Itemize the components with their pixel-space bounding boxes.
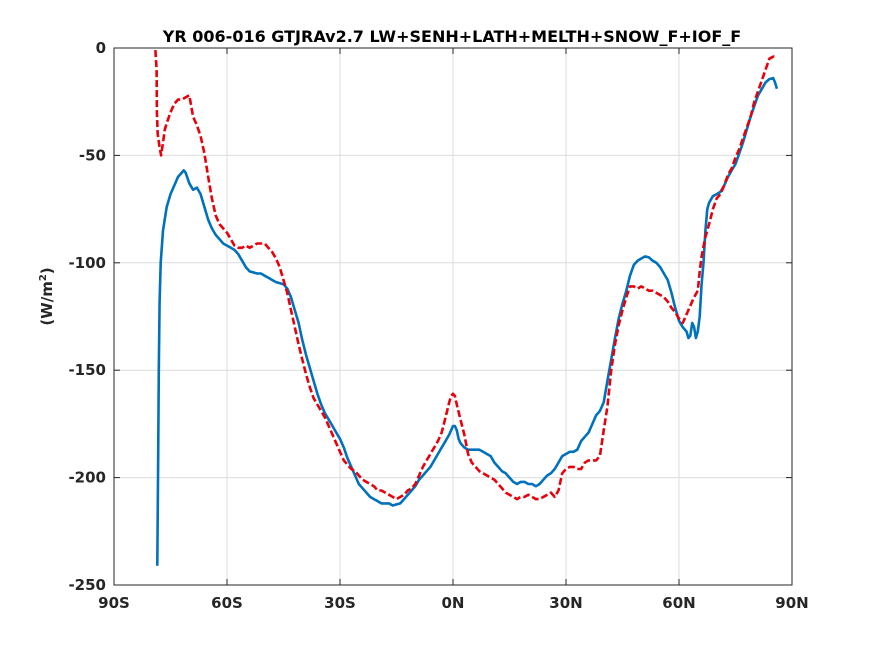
- x-tick-label: 90S: [98, 594, 130, 612]
- series-solid-line: [156, 76, 779, 566]
- y-tick-label: -150: [68, 361, 106, 379]
- y-axis-label-superscript: 2: [38, 274, 49, 281]
- x-tick-label: 60N: [662, 594, 695, 612]
- series-dashed-line: [154, 50, 777, 501]
- y-axis-label: (W/m2): [38, 267, 56, 325]
- x-tick-label: 90N: [775, 594, 808, 612]
- y-tick-labels: 0 -50 -100 -150 -200 -250: [68, 39, 106, 594]
- y-tick-label: -250: [68, 576, 106, 594]
- chart-title: YR 006-016 GTJRAv2.7 LW+SENH+LATH+MELTH+…: [162, 27, 741, 46]
- y-axis-label-main: (W/m: [38, 281, 56, 326]
- y-tick-label: -100: [68, 254, 106, 272]
- axis-ticks: [113, 47, 793, 586]
- series-layer: [154, 50, 779, 566]
- x-tick-label: 30S: [324, 594, 356, 612]
- x-tick-label: 0N: [442, 594, 465, 612]
- y-tick-label: 0: [96, 39, 106, 57]
- y-tick-label: -50: [79, 146, 106, 164]
- x-tick-label: 60S: [211, 594, 243, 612]
- y-axis-label-close: ): [38, 267, 56, 274]
- y-tick-label: -200: [68, 469, 106, 487]
- x-tick-labels: 90S 60S 30S 0N 30N 60N 90N: [98, 594, 809, 612]
- x-tick-label: 30N: [549, 594, 582, 612]
